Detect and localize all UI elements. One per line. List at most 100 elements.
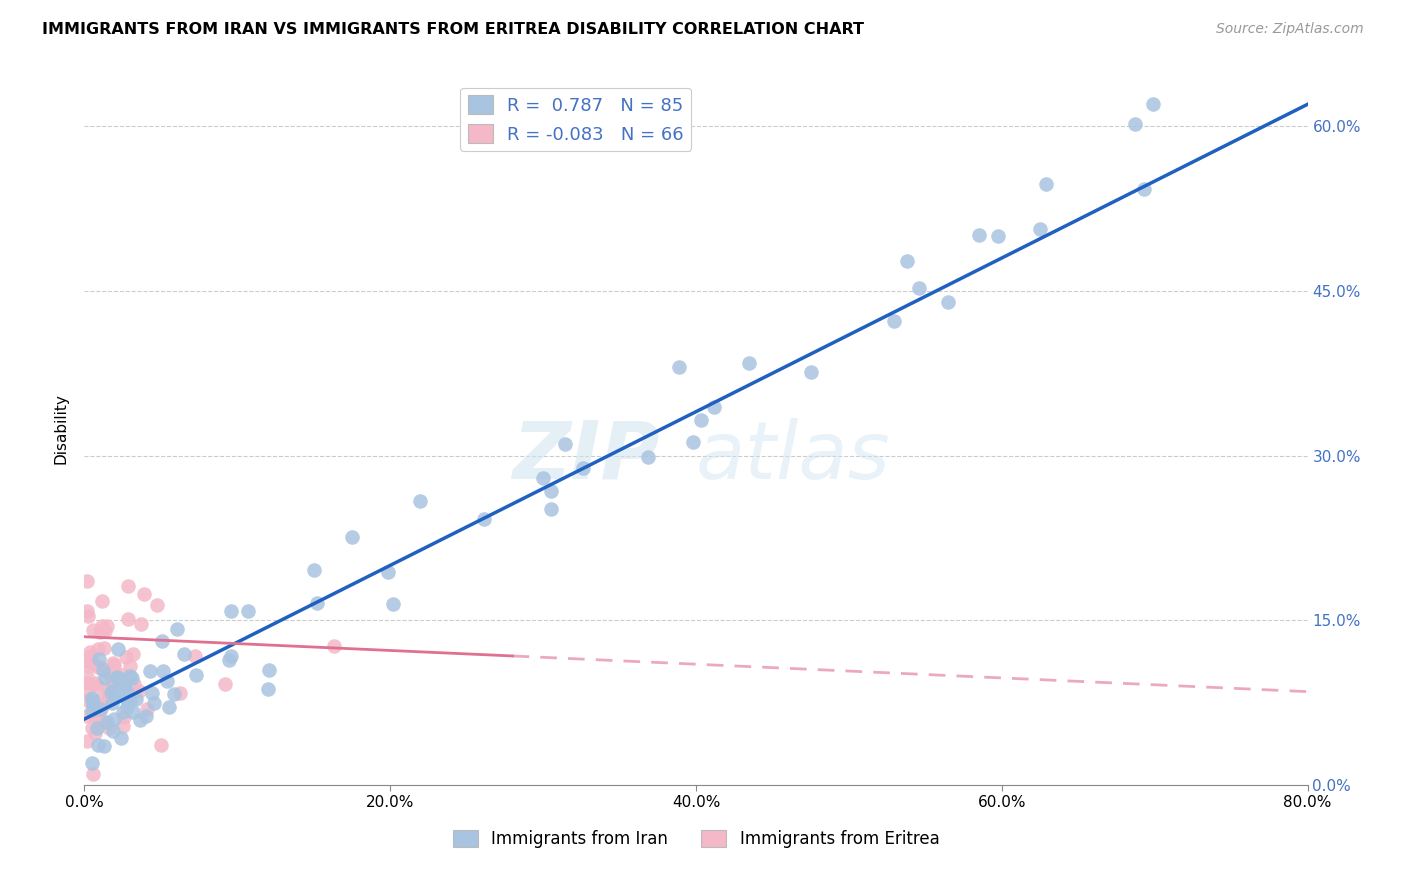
Point [76, 708, 98, 723]
Point [323, 639, 346, 653]
Point [94, 671, 117, 685]
Point [100, 676, 122, 690]
Point [111, 686, 134, 700]
Point [91, 690, 114, 705]
Point [152, 664, 174, 678]
Point [97, 665, 120, 680]
Point [76, 574, 98, 589]
Point [703, 400, 725, 414]
Point [214, 677, 236, 691]
Point [668, 360, 690, 375]
Point [738, 356, 761, 370]
Point [690, 413, 713, 427]
Point [184, 649, 207, 664]
Point [540, 484, 562, 499]
Point [93, 739, 115, 754]
Point [108, 684, 131, 698]
Point [101, 697, 124, 711]
Y-axis label: Disability: Disability [53, 392, 69, 464]
Point [111, 705, 134, 719]
Point [86, 721, 108, 735]
Point [103, 712, 125, 726]
Point [117, 612, 139, 626]
Point [80, 655, 103, 669]
Point [80, 690, 103, 705]
Point [122, 677, 145, 691]
Point [91, 661, 114, 675]
Point [101, 724, 124, 739]
Point [166, 622, 188, 636]
Point [80, 702, 103, 716]
Point [93, 640, 115, 655]
Point [97, 721, 120, 735]
Point [302, 563, 325, 577]
Point [110, 731, 132, 745]
Point [169, 686, 191, 700]
Point [110, 672, 132, 686]
Point [87, 738, 110, 752]
Point [257, 663, 280, 677]
Point [87, 652, 110, 666]
Point [118, 669, 141, 683]
Point [221, 648, 243, 663]
Point [91, 624, 114, 639]
Text: ZIP: ZIP [512, 417, 659, 496]
Point [86, 678, 108, 692]
Point [117, 579, 139, 593]
Point [105, 671, 128, 685]
Point [105, 669, 128, 683]
Point [111, 667, 134, 681]
Point [82, 697, 104, 711]
Point [100, 685, 122, 699]
Point [87, 660, 110, 674]
Point [100, 676, 122, 690]
Point [97, 684, 120, 698]
Text: Source: ZipAtlas.com: Source: ZipAtlas.com [1216, 22, 1364, 37]
Point [121, 648, 143, 662]
Point [145, 598, 167, 612]
Point [114, 682, 136, 697]
Point [150, 634, 173, 648]
Point [77, 655, 100, 669]
Point [533, 471, 555, 485]
Point [128, 683, 150, 698]
Point [122, 705, 145, 719]
Point [800, 365, 823, 379]
Point [82, 708, 104, 723]
Point [93, 715, 115, 730]
Point [89, 702, 111, 716]
Point [76, 692, 98, 706]
Point [80, 692, 103, 706]
Point [93, 663, 115, 677]
Point [1035, 177, 1057, 191]
Point [76, 670, 98, 684]
Point [121, 671, 143, 685]
Point [115, 693, 138, 707]
Point [101, 674, 124, 689]
Point [107, 642, 129, 657]
Point [987, 229, 1010, 244]
Point [150, 738, 173, 752]
Point [115, 650, 138, 665]
Point [157, 700, 180, 714]
Point [89, 625, 111, 640]
Point [76, 683, 98, 698]
Point [1123, 117, 1146, 131]
Point [77, 658, 100, 673]
Point [90, 702, 112, 716]
Point [382, 598, 405, 612]
Point [637, 450, 659, 464]
Point [84, 725, 107, 739]
Point [682, 434, 704, 449]
Point [907, 281, 929, 295]
Point [236, 604, 259, 618]
Point [472, 512, 495, 526]
Point [80, 721, 103, 735]
Point [107, 688, 129, 702]
Point [101, 684, 124, 698]
Point [139, 665, 162, 679]
Point [76, 608, 98, 623]
Point [377, 565, 399, 579]
Point [156, 673, 179, 688]
Point [896, 254, 918, 268]
